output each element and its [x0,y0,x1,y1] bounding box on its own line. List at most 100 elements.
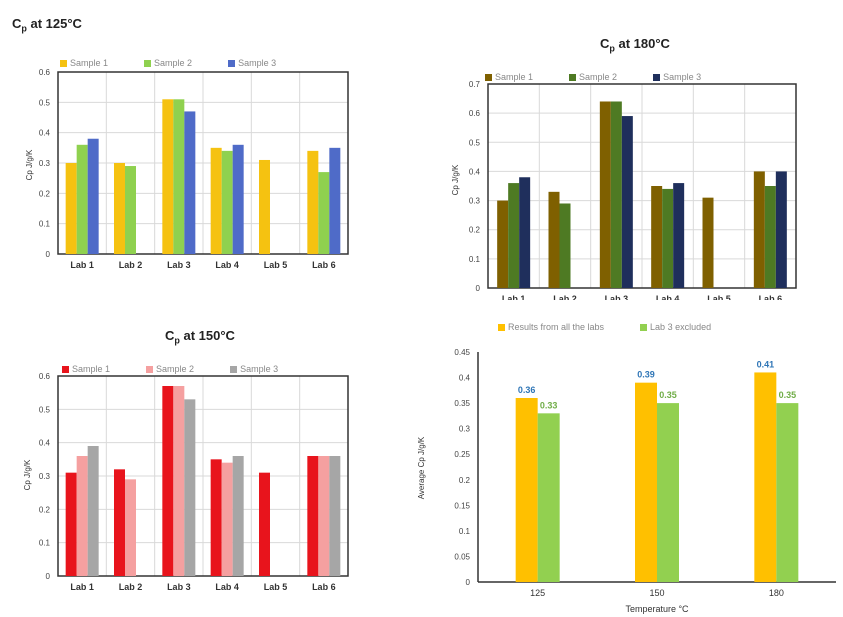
legend-swatch [498,323,505,331]
bar [259,472,270,576]
bar [318,172,330,254]
legend-item: Sample 2 [144,58,192,68]
legend-item: Sample 3 [228,58,276,68]
bar [259,159,270,254]
plot-frame [57,375,349,577]
bar [548,191,560,288]
y-tick-label: 0.2 [39,189,51,198]
bar [87,138,99,254]
chart-title: Cp at 150°C [165,328,235,346]
bar [210,459,222,576]
bar [515,398,538,582]
data-label: 0.39 [637,370,655,380]
chart-average-cp: Results from all the labs Lab 3 excluded 0… [400,318,843,617]
x-tick-label: Lab 5 [707,294,731,300]
x-tick-label: Lab 6 [759,294,783,300]
bar [508,183,520,288]
legend-swatch [144,59,152,67]
bar [329,456,341,576]
x-tick-label: Lab 4 [215,260,239,270]
legend-item: Sample 2 [569,72,617,82]
legend-label: Lab 3 excluded [650,322,712,332]
x-tick-label: Lab 6 [312,260,336,270]
chart-svg: 0 0.1 0.2 0.3 0.4 0.5 0.6 Lab 1 Lab 2 Lab 3 Lab 4 L… [25,68,349,270]
y-axis-label: Average Cp J/g/K [417,436,426,499]
bar [662,188,674,288]
bar [754,372,777,582]
y-tick-label: 0.5 [39,98,51,107]
legend-label: Sample 2 [579,72,618,82]
bar [775,171,787,288]
bar [657,403,679,582]
legend-swatch [653,73,661,81]
data-label: 0.41 [757,359,775,369]
y-tick-label: 0.25 [454,450,470,459]
legend-item: Sample 2 [146,364,194,374]
x-tick-label: Lab 5 [264,582,288,592]
y-tick-label: 0.6 [39,68,51,77]
data-label: 0.35 [779,390,797,400]
x-tick-label: Lab 1 [502,294,526,300]
y-tick-label: 0.35 [454,399,470,408]
bar [184,111,196,254]
bar [221,462,233,576]
bar [162,386,174,576]
chart-svg: 0 0.1 0.2 0.3 0.4 0.5 0.6 0.7 Lab 1 Lab 2 Lab 3 Lab… [451,80,797,300]
bar [318,456,330,576]
legend-swatch [228,59,236,67]
y-tick-label: 0.1 [39,220,51,229]
legend-label: Results from all the labs [508,322,605,332]
bar [673,183,685,288]
legend-swatch [485,73,492,81]
bar [635,382,657,582]
legend-swatch [569,73,577,81]
data-label: 0.33 [540,400,558,410]
y-tick-label: 0 [46,572,51,581]
legend-label: Sample 3 [238,58,277,68]
y-tick-label: 0.45 [454,348,470,357]
x-tick-label: Lab 6 [312,582,336,592]
legend-label: Sample 3 [240,364,279,374]
y-tick-label: 0.6 [469,109,481,118]
y-tick-label: 0.5 [39,405,51,414]
x-tick-label: Lab 4 [215,582,239,592]
bar [184,399,196,576]
legend-swatch [146,365,154,373]
bar [764,186,776,288]
y-tick-label: 0.2 [469,226,481,235]
y-tick-label: 0.4 [469,167,481,176]
legend: Results from all the labs Lab 3 excluded [498,322,747,332]
legend-label: Sample 1 [72,364,111,374]
x-tick-label: Lab 4 [656,294,680,300]
bar [621,116,633,288]
chart-svg: 0 0.05 0.1 0.15 0.2 0.25 0.3 0.35 0.4 0.45 0.36 0.3… [417,348,836,614]
chart-title: Cp at 125°C [12,16,82,34]
y-tick-label: 0.3 [39,472,51,481]
y-tick-label: 0 [466,578,471,587]
bar [599,101,611,288]
bar [114,163,125,254]
legend-item: Sample 1 [62,364,110,374]
legend-item: Sample 1 [485,72,533,82]
bar [610,101,622,288]
y-tick-label: 0.1 [39,539,51,548]
x-tick-label: Lab 1 [70,582,94,592]
x-tick-label: 180 [769,588,784,598]
y-axis-label: Cp J/g/K [25,149,34,180]
x-tick-label: Lab 3 [167,582,191,592]
bar [125,166,136,254]
legend: Sample 1 Sample 2 Sample 3 [62,364,314,374]
bar [232,456,244,576]
y-axis-label: Cp J/g/K [23,459,32,490]
bar [65,163,77,254]
legend-swatch [62,365,69,373]
y-tick-label: 0.6 [39,372,51,381]
y-tick-label: 0.3 [459,425,471,434]
x-tick-label: 150 [649,588,664,598]
bar [162,99,174,254]
bar [307,456,319,576]
bar [497,200,509,288]
bar [519,177,531,288]
plot-frame [57,71,349,255]
bar [232,144,244,254]
